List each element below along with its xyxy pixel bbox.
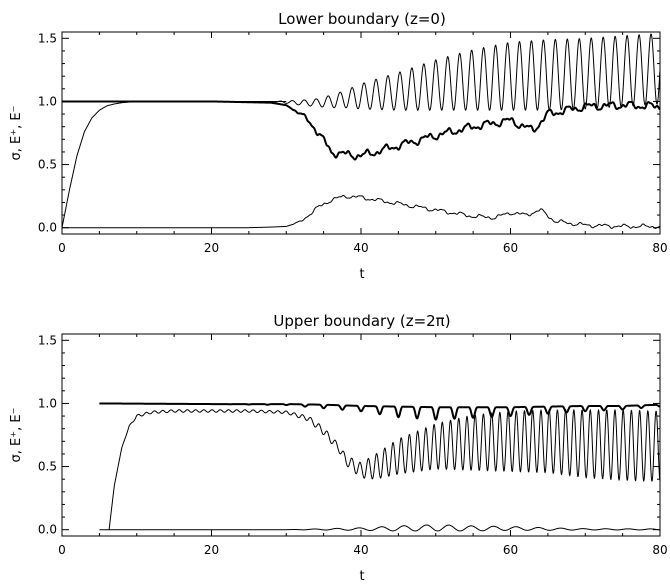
x-tick-label: 0: [58, 241, 66, 255]
chart-upper-boundary: Upper boundary (z=2π) 0 20 40 60 80 0.0 0.5 1.…: [9, 312, 668, 584]
chart-title: Upper boundary (z=2π): [273, 312, 450, 330]
series-line-plateau-then-oscillation: [108, 409, 661, 530]
series-line-flat-then-rising-oscillation: [61, 33, 661, 111]
x-tick-label: 80: [652, 543, 667, 557]
series-line-rise-from-zero: [61, 100, 287, 228]
y-tick-label: 0.0: [38, 221, 57, 235]
plot-frame: [61, 333, 661, 537]
x-tick-label: 0: [58, 543, 66, 557]
chart-title: Lower boundary (z=0): [278, 10, 446, 28]
plot-frame: [61, 31, 661, 235]
series-line-near-one-with-dips: [98, 402, 661, 421]
series-line-dip-and-recover: [61, 100, 661, 161]
y-tick-label: 0.0: [38, 523, 57, 537]
y-tick-label: 1.5: [38, 31, 57, 45]
y-axis-label: σ, E⁺, E⁻: [9, 106, 24, 161]
y-tick-label: 0.5: [38, 460, 57, 474]
y-axis-label: σ, E⁺, E⁻: [9, 408, 24, 463]
x-tick-label: 20: [204, 543, 219, 557]
x-axis-label: t: [359, 267, 364, 282]
x-tick-label: 80: [652, 241, 667, 255]
y-tick-label: 1.5: [38, 333, 57, 347]
y-tick-label: 1.0: [38, 94, 57, 108]
series-line-bump: [61, 194, 661, 229]
x-axis-label: t: [359, 569, 364, 584]
x-tick-label: 20: [204, 241, 219, 255]
y-tick-label: 0.5: [38, 158, 57, 172]
chart-lower-boundary: Lower boundary (z=0) 0 20 40 60 80 0.0 0.5 1.0…: [9, 10, 668, 282]
x-tick-label: 60: [503, 543, 518, 557]
x-tick-label: 40: [353, 241, 368, 255]
series-line-near-zero: [99, 524, 661, 532]
x-tick-label: 60: [503, 241, 518, 255]
x-tick-label: 40: [353, 543, 368, 557]
y-tick-label: 1.0: [38, 396, 57, 410]
